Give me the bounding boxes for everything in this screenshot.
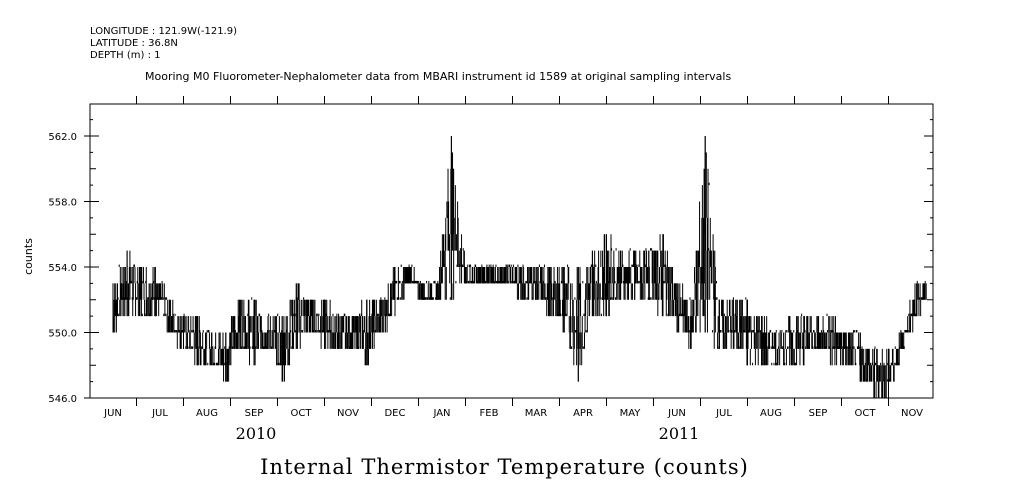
x-tick-label: NOV — [337, 408, 359, 419]
x-tick-label: SEP — [809, 408, 828, 419]
x-tick-label: SEP — [245, 408, 264, 419]
x-tick-label: JUN — [667, 408, 686, 419]
x-tick-label: JUN — [103, 408, 122, 419]
data-series — [112, 136, 927, 398]
x-tick-label: JUL — [151, 408, 168, 419]
x-tick-label: JUL — [715, 408, 732, 419]
plot-frame — [89, 103, 934, 399]
x-tick-label: OCT — [855, 408, 877, 419]
chart-title: Mooring M0 Fluorometer-Nephalometer data… — [145, 70, 732, 83]
x-axis-title: Internal Thermistor Temperature (counts) — [260, 455, 749, 479]
y-tick-label: 546.0 — [48, 394, 77, 405]
y-tick-label: 562.0 — [48, 132, 77, 143]
x-axis: JUN JUL AUG SEP OCT NOV DEC JAN FEB MAR APR MAY JUN J… — [103, 96, 923, 443]
y-tick-label: 550.0 — [48, 329, 77, 340]
year-label: 2010 — [236, 424, 277, 443]
x-tick-label: MAY — [620, 408, 642, 419]
x-tick-label: AUG — [196, 408, 218, 419]
year-label: 2011 — [659, 424, 700, 443]
y-tick-label: 554.0 — [48, 263, 77, 274]
x-tick-label: APR — [573, 408, 593, 419]
x-tick-label: JAN — [432, 408, 450, 419]
y-tick-label: 558.0 — [48, 198, 77, 209]
longitude-label: LONGITUDE : 121.9W(-121.9) — [90, 26, 237, 37]
x-tick-label: FEB — [480, 408, 499, 419]
y-axis: 546.0 550.0 554.0 558.0 562.0 — [48, 119, 933, 405]
depth-label: DEPTH (m) : 1 — [90, 50, 161, 61]
latitude-label: LATITUDE : 36.8N — [90, 38, 178, 49]
x-tick-label: OCT — [291, 408, 313, 419]
x-tick-label: DEC — [384, 408, 405, 419]
x-tick-label: NOV — [901, 408, 923, 419]
x-tick-label: AUG — [760, 408, 782, 419]
x-tick-label: MAR — [525, 408, 547, 419]
